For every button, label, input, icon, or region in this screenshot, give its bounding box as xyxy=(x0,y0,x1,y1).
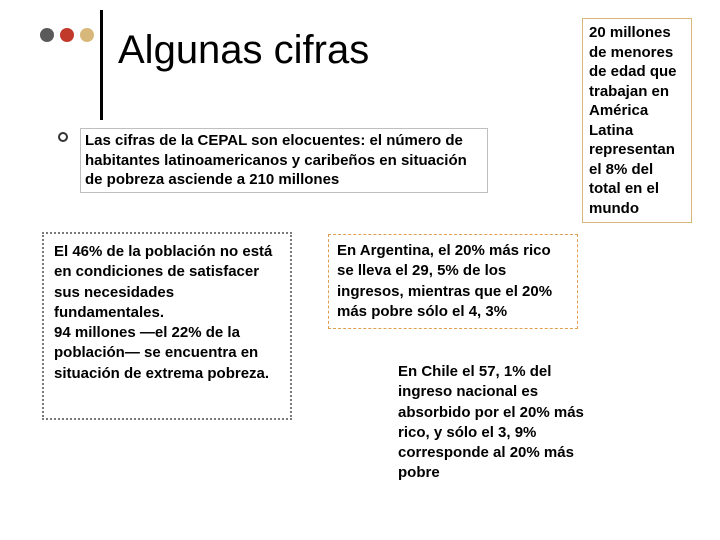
callout-box-bottom-right: En Chile el 57, 1% del ingreso nacional … xyxy=(392,358,602,488)
bullet-marker-icon xyxy=(58,132,68,142)
decorative-dots xyxy=(40,28,94,42)
main-bullet: Las cifras de la CEPAL son elocuentes: e… xyxy=(58,128,488,193)
dot-1 xyxy=(40,28,54,42)
page-title: Algunas cifras xyxy=(118,28,369,73)
callout-box-bottom-left: El 46% de la población no está en condic… xyxy=(42,232,292,420)
title-area xyxy=(40,28,108,42)
dot-3 xyxy=(80,28,94,42)
callout-box-middle: En Argentina, el 20% más rico se lleva e… xyxy=(328,234,578,329)
title-divider xyxy=(100,10,103,120)
bullet-text: Las cifras de la CEPAL son elocuentes: e… xyxy=(80,128,488,193)
dot-2 xyxy=(60,28,74,42)
callout-box-right: 20 millones de menores de edad que traba… xyxy=(582,18,692,223)
